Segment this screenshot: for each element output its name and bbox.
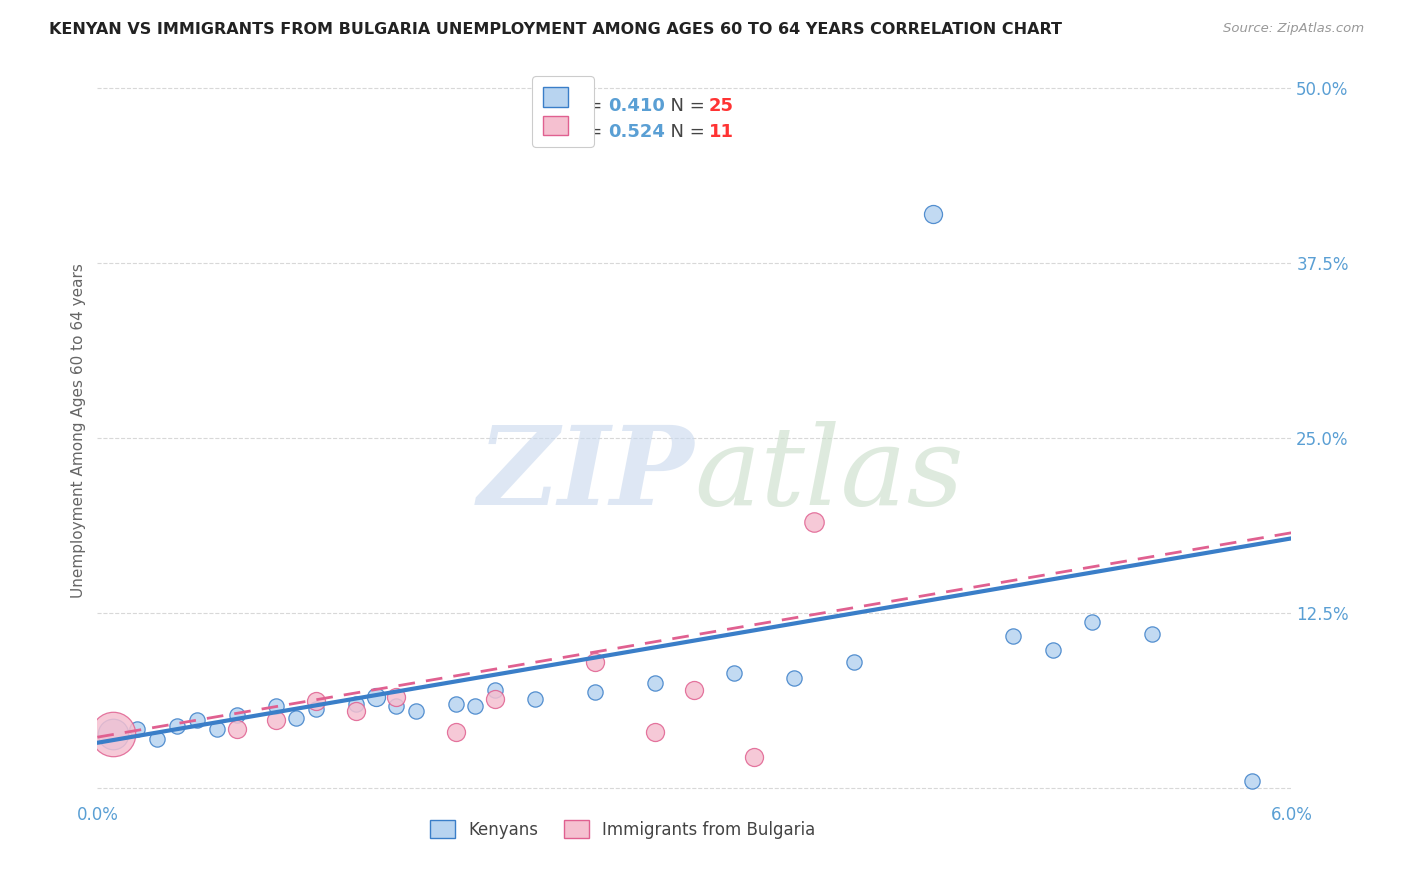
Point [444, 724, 467, 739]
Point [1240, 773, 1263, 788]
Text: R =: R = [569, 96, 607, 114]
Point [803, 515, 825, 529]
Point [444, 697, 467, 711]
Point [186, 714, 208, 728]
Text: 11: 11 [709, 122, 734, 141]
Point [344, 697, 367, 711]
Text: 0.410: 0.410 [609, 96, 665, 114]
Point [205, 722, 228, 736]
Text: Source: ZipAtlas.com: Source: ZipAtlas.com [1223, 22, 1364, 36]
Point [644, 724, 666, 739]
Point [783, 672, 806, 686]
Point [484, 682, 506, 697]
Point [285, 710, 308, 724]
Point [1081, 615, 1104, 630]
Point [166, 719, 188, 733]
Point [103, 727, 125, 741]
Point [1140, 626, 1163, 640]
Text: atlas: atlas [695, 421, 965, 529]
Point [385, 699, 408, 714]
Point [484, 692, 506, 706]
Point [1001, 629, 1024, 643]
Point [742, 749, 765, 764]
Point [305, 702, 328, 716]
Point [464, 699, 486, 714]
Point [305, 694, 328, 708]
Point [266, 699, 288, 714]
Point [683, 682, 706, 697]
Point [127, 722, 149, 736]
Text: R =: R = [569, 122, 607, 141]
Legend: Kenyans, Immigrants from Bulgaria: Kenyans, Immigrants from Bulgaria [423, 814, 823, 846]
Point [1042, 643, 1064, 657]
Point [225, 722, 247, 736]
Point [644, 675, 666, 690]
Text: 0.524: 0.524 [609, 122, 665, 141]
Point [723, 665, 745, 680]
Point [385, 690, 408, 704]
Point [922, 206, 945, 220]
Point [364, 690, 387, 704]
Text: KENYAN VS IMMIGRANTS FROM BULGARIA UNEMPLOYMENT AMONG AGES 60 TO 64 YEARS CORREL: KENYAN VS IMMIGRANTS FROM BULGARIA UNEMP… [49, 22, 1062, 37]
Point [583, 685, 606, 699]
Text: 25: 25 [709, 96, 734, 114]
Y-axis label: Unemployment Among Ages 60 to 64 years: Unemployment Among Ages 60 to 64 years [72, 263, 86, 598]
Point [146, 731, 169, 746]
Text: N =: N = [658, 122, 710, 141]
Point [344, 704, 367, 718]
Point [583, 655, 606, 669]
Point [524, 692, 547, 706]
Point [842, 655, 865, 669]
Point [225, 707, 247, 722]
Point [405, 704, 427, 718]
Point [103, 727, 125, 741]
Point [266, 714, 288, 728]
Text: N =: N = [658, 96, 710, 114]
Text: ZIP: ZIP [478, 421, 695, 529]
